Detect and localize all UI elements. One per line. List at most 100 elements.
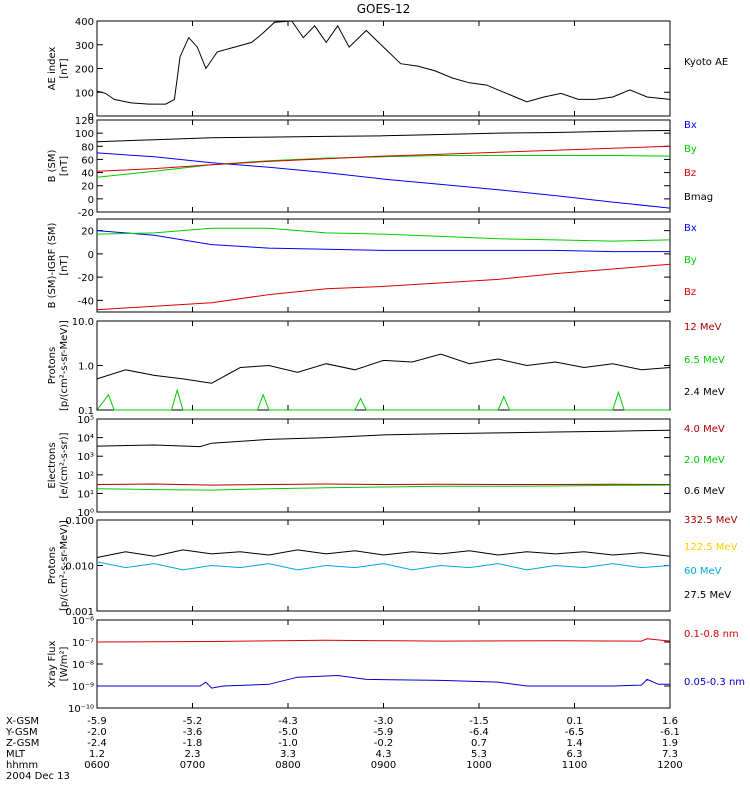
y-axis-label: B (SM)-IGRF (SM) (47, 223, 58, 309)
y-tick-label: 20 (81, 227, 94, 238)
y-tick-label: 0 (88, 250, 94, 261)
series-line (96, 483, 671, 486)
x-tick-value: 3.3 (280, 749, 296, 760)
y-tick-label: 40 (81, 169, 94, 180)
y-tick-label: 1.0 (78, 362, 94, 373)
y-tick-label: 10¹ (77, 489, 94, 500)
series-line (96, 388, 670, 411)
x-tick-value: -3.6 (183, 727, 203, 738)
legend-label: Bz (684, 168, 696, 179)
x-row-label: X-GSM (6, 716, 39, 727)
y-tick-label: 0.010 (65, 562, 94, 573)
y-tick-label: 0.001 (65, 607, 94, 618)
y-tick-label: 10.0 (72, 317, 94, 328)
legend-label: 332.5 MeV (684, 515, 738, 526)
series-line (96, 549, 671, 558)
series-line (96, 561, 671, 571)
y-tick-label: 120 (75, 116, 94, 127)
legend-label: 60 MeV (684, 566, 722, 577)
legend-label: Bmag (684, 192, 713, 203)
x-tick-value: 1100 (562, 760, 587, 771)
x-tick-value: 0600 (84, 760, 109, 771)
y-tick-label: 10³ (77, 452, 94, 463)
plot-frame (96, 619, 671, 709)
series-line (96, 429, 671, 448)
x-tick-value: -1.5 (469, 716, 489, 727)
series-line (96, 155, 671, 178)
series-line (96, 353, 671, 384)
x-tick-value: 1000 (466, 760, 491, 771)
y-tick-label: -40 (78, 296, 94, 307)
y-axis-label: Protons (47, 347, 58, 384)
legend-label: 4.0 MeV (684, 424, 725, 435)
legend-label: Bz (684, 287, 696, 298)
x-tick-value: -6.5 (565, 727, 585, 738)
x-row-label: MLT (6, 749, 26, 760)
x-tick-value: 0.1 (567, 716, 583, 727)
series-line (96, 130, 671, 143)
series-line (96, 638, 671, 643)
y-tick-label: 10⁻⁶ (72, 616, 94, 627)
x-tick-value: -4.3 (278, 716, 298, 727)
x-tick-value: 0900 (371, 760, 396, 771)
series-line (96, 227, 671, 242)
y-tick-label: 80 (81, 142, 94, 153)
x-tick-value: 0.7 (471, 738, 487, 749)
x-row-label: Y-GSM (5, 727, 38, 738)
x-tick-value: -3.0 (374, 716, 394, 727)
y-axis-label: Protons (47, 547, 58, 584)
y-tick-label: 0.100 (65, 516, 94, 527)
y-axis-label: AE index (47, 47, 58, 91)
chart-title: GOES-12 (357, 2, 411, 16)
x-tick-value: -6.4 (469, 727, 489, 738)
y-axis-label: Electrons (47, 442, 58, 488)
legend-label: 0.05-0.3 nm (684, 677, 745, 688)
series-line (97, 674, 670, 689)
plot-frame (96, 418, 671, 513)
y-tick-label: 100 (75, 88, 94, 99)
legend-label: 0.1-0.8 nm (684, 629, 739, 640)
y-axis-label: [e/(cm²-s-sr)] (59, 432, 70, 498)
legend-label: 27.5 MeV (684, 590, 731, 601)
y-tick-label: 10⁻⁹ (72, 682, 94, 693)
y-axis-label: [nT] (59, 58, 70, 78)
y-tick-label: 400 (75, 17, 94, 28)
y-axis-label: B (SM) (47, 149, 58, 182)
legend-label: 0.6 MeV (684, 486, 725, 497)
x-row-label: hhmm (6, 760, 38, 771)
plot-frame (96, 519, 671, 612)
x-tick-value: -5.9 (87, 716, 107, 727)
y-tick-label: 10⁴ (77, 434, 94, 445)
legend-label: By (684, 255, 697, 266)
y-tick-label: -20 (78, 208, 94, 219)
series-line (96, 152, 671, 209)
x-tick-value: -2.0 (87, 727, 107, 738)
y-axis-label: [p/(cm²-s-sr-MeV)] (59, 320, 70, 411)
legend-label: 2.0 MeV (684, 455, 725, 466)
x-tick-value: -2.4 (87, 738, 107, 749)
x-tick-value: 1200 (657, 760, 682, 771)
plot-frame (96, 218, 671, 313)
x-row-label: Z-GSM (6, 738, 39, 749)
y-tick-label: 10⁰ (77, 508, 94, 519)
plot-frame (96, 20, 671, 117)
legend-label: 122.5 MeV (684, 542, 738, 553)
series-line (96, 230, 670, 253)
series-line (96, 263, 671, 311)
x-tick-value: 5.3 (471, 749, 487, 760)
x-tick-value: 1.2 (89, 749, 105, 760)
series-line (96, 484, 671, 491)
y-axis-label: [W/m²] (59, 646, 70, 681)
x-tick-value: -0.2 (374, 738, 394, 749)
y-tick-label: 60 (81, 155, 94, 166)
y-tick-label: 0.1 (78, 406, 94, 417)
y-tick-label: 100 (75, 129, 94, 140)
x-tick-value: 1.4 (567, 738, 583, 749)
x-tick-value: 6.3 (567, 749, 583, 760)
y-axis-label: Xray Flux (47, 640, 58, 687)
y-tick-label: 10² (77, 471, 94, 482)
y-axis-label: [nT] (59, 255, 70, 275)
x-tick-value: -5.0 (278, 727, 298, 738)
x-tick-value: 1.9 (662, 738, 678, 749)
